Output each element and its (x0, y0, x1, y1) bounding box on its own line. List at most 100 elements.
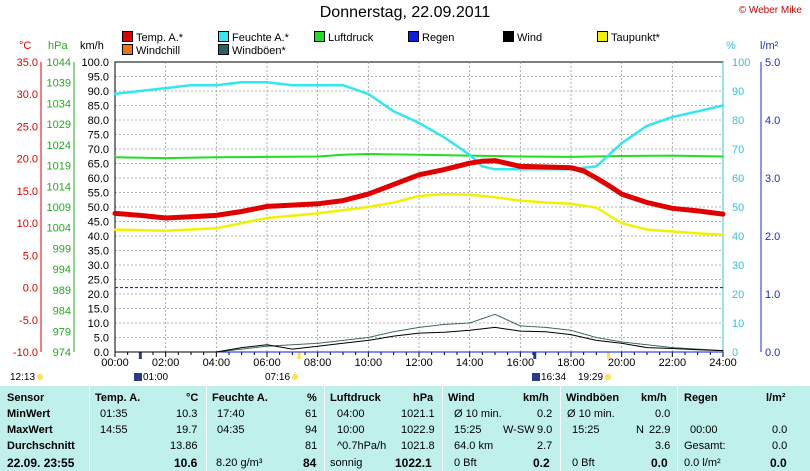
humidity-value: 84 (303, 456, 317, 470)
temp-tick-label: -10.0 (13, 347, 38, 359)
humidity-time: 17:40 (217, 408, 245, 420)
wind-desc: Ø 10 min. (454, 408, 502, 420)
legend-dewpoint: Taupunkt* (597, 31, 660, 44)
legend-label: Feuchte A.* (232, 32, 289, 44)
gust-value: 22.9 (649, 424, 671, 436)
press-tick-label: 1029 (47, 119, 71, 131)
header-sensor: Sensor (7, 392, 45, 404)
series-line (114, 153, 724, 160)
chart-title: Donnerstag, 22.09.2011 (319, 4, 491, 21)
wind-tick-label: 90.0 (88, 86, 109, 98)
temp-tick-label: 0.0 (23, 283, 38, 295)
hum-tick-label: 60 (732, 173, 744, 185)
temp-time: 14:55 (100, 424, 128, 436)
press-tick-label: 984 (53, 306, 71, 318)
header-rain: Regen (684, 392, 718, 404)
legend-label: Temp. A.* (136, 32, 184, 44)
temp-time: 01:35 (100, 408, 128, 420)
weather-desc: sonnig (330, 457, 363, 469)
legend-rain: Regen (408, 31, 454, 44)
press-tick-label: 989 (53, 285, 71, 297)
x-tick-label: 06:00 (253, 357, 281, 369)
pressure-value: 1022.1 (395, 456, 432, 470)
humidity-unit-label: % (726, 40, 736, 52)
x-tick-label: 10:00 (355, 357, 383, 369)
legend-swatch (218, 31, 229, 42)
event-marker (606, 352, 610, 359)
event-sunset: 19:29 (578, 372, 612, 383)
series-line (114, 326, 724, 353)
hum-tick-label: 0 (732, 347, 738, 359)
event-marker (297, 352, 301, 359)
pressure-time: 10:00 (337, 424, 365, 436)
rain-desc: 0.0 l/m² (684, 457, 721, 469)
gust-desc: 0 Bft (572, 457, 595, 469)
legend-label: Windböen* (232, 45, 286, 57)
weather-chart: 00:00 02:00 04:00 06:00 08:00 10:00 12:00 14:00… (13, 57, 780, 369)
pressure-value: 1021.8 (401, 440, 435, 452)
press-tick-label: 979 (53, 326, 71, 338)
header-gusts: Windböen (566, 392, 620, 404)
temp-tick-label: 5.0 (23, 250, 38, 262)
wind-tick-label: 5.0 (94, 333, 109, 345)
wind-tick-label: 50.0 (88, 202, 109, 214)
hum-tick-label: 30 (732, 260, 744, 272)
legend-label: Luftdruck (328, 32, 374, 44)
hum-tick-label: 70 (732, 144, 744, 156)
legend-swatch (597, 31, 608, 42)
x-tick-label: 18:00 (557, 357, 585, 369)
wind-tick-label: 25.0 (88, 275, 109, 287)
x-tick-label: 24:00 (709, 357, 737, 369)
sun-icon (292, 374, 299, 380)
rain-value: 0.0 (772, 440, 788, 452)
press-tick-label: 999 (53, 243, 71, 255)
temp-value: 10.6 (174, 456, 198, 470)
rain-tick-label: 0.0 (765, 347, 780, 359)
x-tick-label: 02:00 (152, 357, 180, 369)
wind-tick-label: 55.0 (88, 188, 109, 200)
gust-direction: N (636, 424, 644, 436)
legend-swatch (122, 31, 133, 42)
legend-label: Regen (422, 32, 455, 44)
x-tick-label: 20:00 (608, 357, 636, 369)
gust-value: 3.6 (655, 440, 671, 452)
rain-desc: 00:00 (690, 424, 718, 436)
pressure-value: 1021.1 (401, 408, 435, 420)
hum-tick-label: 80 (732, 115, 744, 127)
rain-tick-label: 3.0 (765, 173, 780, 185)
press-tick-label: 1019 (47, 161, 71, 173)
temp-tick-label: 25.0 (17, 121, 38, 133)
header-humidity-unit: % (307, 392, 317, 404)
gust-desc: 15:25 (572, 424, 600, 436)
event-rise: 01:00 (134, 372, 168, 383)
hum-tick-label: 100 (732, 57, 750, 69)
press-tick-label: 1009 (47, 202, 71, 214)
wind-tick-label: 100.0 (81, 57, 109, 69)
gust-value: 0.0 (655, 408, 671, 420)
wind-tick-label: 20.0 (88, 289, 109, 301)
hum-tick-label: 90 (732, 86, 744, 98)
wind-tick-label: 60.0 (88, 173, 109, 185)
hum-tick-label: 50 (732, 202, 744, 214)
pressure-value: 1022.9 (401, 424, 435, 436)
event-marker (138, 352, 142, 359)
gust-value: 0.0 (651, 456, 668, 470)
row-label: 22.09. 23:55 (7, 456, 75, 470)
wind-tick-label: 80.0 (88, 115, 109, 127)
hum-tick-label: 20 (732, 289, 744, 301)
moon-icon (532, 373, 540, 381)
series-line (114, 313, 724, 353)
press-tick-label: 1044 (47, 57, 71, 69)
event-first: 12:13 (10, 372, 44, 383)
rain-tick-label: 5.0 (765, 57, 780, 69)
header-gusts-unit: km/h (641, 392, 667, 404)
series-line (113, 192, 725, 236)
legend-swatch (503, 31, 514, 42)
wind-desc: 15:25 (454, 424, 482, 436)
event-sunrise: 07:16 (265, 372, 299, 383)
pressure-time: 04:00 (337, 408, 365, 420)
rain-tick-label: 4.0 (765, 115, 780, 127)
header-wind: Wind (448, 392, 475, 404)
moon-icon (134, 373, 142, 381)
header-temp-unit: °C (186, 392, 199, 404)
